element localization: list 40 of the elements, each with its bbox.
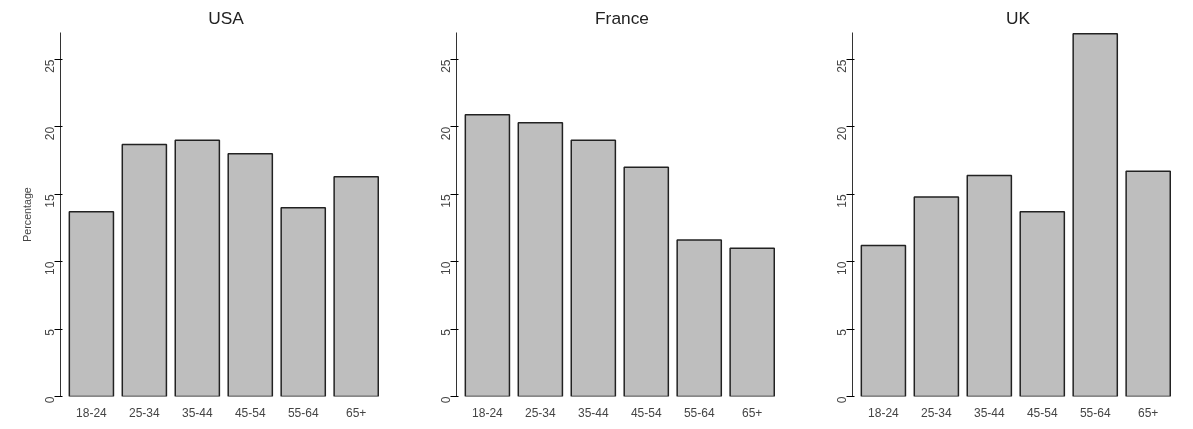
x-tick-label: 35-44 bbox=[577, 405, 609, 420]
y-tick-label: 15 bbox=[835, 193, 849, 208]
y-tick-label: 5 bbox=[43, 328, 57, 336]
y-tick-label: 25 bbox=[43, 59, 57, 73]
y-tick-label: 20 bbox=[439, 126, 453, 141]
chart-title: USA bbox=[208, 7, 245, 28]
x-tick-label: 65+ bbox=[1138, 405, 1159, 420]
y-tick-label: 5 bbox=[439, 328, 453, 336]
x-tick-label: 25-34 bbox=[525, 405, 557, 420]
x-tick-label: 35-44 bbox=[973, 405, 1005, 420]
y-tick-label: 0 bbox=[43, 396, 57, 404]
y-tick-label: 10 bbox=[835, 261, 849, 276]
y-axis-title: Percentage bbox=[20, 187, 33, 242]
y-tick-label: 25 bbox=[439, 59, 453, 73]
x-tick-label: 18-24 bbox=[76, 405, 108, 420]
y-tick-label: 10 bbox=[439, 261, 453, 276]
x-tick-label: 25-34 bbox=[129, 405, 161, 420]
x-tick-label: 45-54 bbox=[1026, 405, 1058, 420]
x-tick-label: 45-54 bbox=[234, 405, 266, 420]
x-tick-label: 55-64 bbox=[287, 405, 319, 420]
x-tick-label: 65+ bbox=[742, 405, 763, 420]
y-tick-label: 20 bbox=[43, 126, 57, 141]
x-tick-label: 18-24 bbox=[472, 405, 504, 420]
y-tick-label: 20 bbox=[835, 126, 849, 141]
x-tick-label: 25-34 bbox=[921, 405, 953, 420]
y-tick-label: 0 bbox=[439, 396, 453, 404]
y-tick-label: 5 bbox=[835, 328, 849, 336]
chart-title: UK bbox=[1005, 7, 1031, 28]
y-tick-label: 0 bbox=[835, 396, 849, 404]
y-tick-label: 25 bbox=[835, 59, 849, 73]
y-tick-label: 10 bbox=[43, 261, 57, 276]
chart-title: France bbox=[595, 7, 649, 28]
x-tick-label: 55-64 bbox=[683, 405, 715, 420]
x-tick-label: 18-24 bbox=[868, 405, 900, 420]
x-tick-label: 45-54 bbox=[630, 405, 662, 420]
y-tick-label: 15 bbox=[43, 193, 57, 208]
x-tick-label: 35-44 bbox=[181, 405, 213, 420]
x-tick-label: 65+ bbox=[346, 405, 367, 420]
y-tick-label: 15 bbox=[439, 193, 453, 208]
x-tick-label: 55-64 bbox=[1079, 405, 1111, 420]
